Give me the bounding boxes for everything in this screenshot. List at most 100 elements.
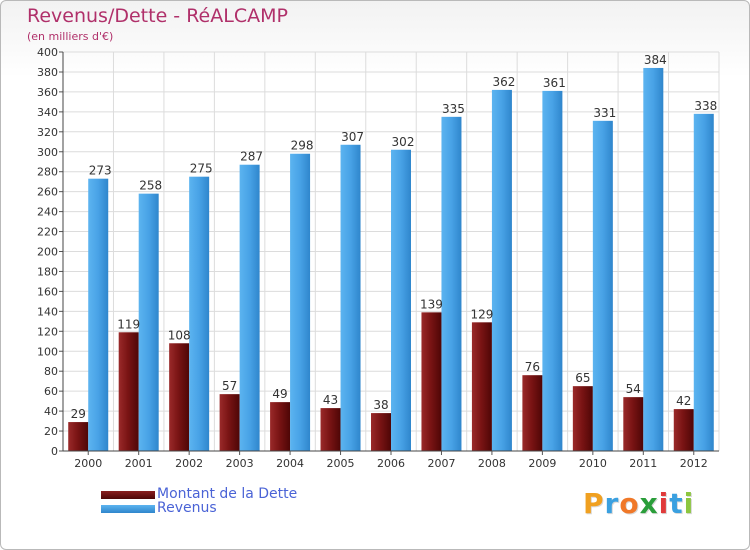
bar-revenus-2009 <box>542 90 563 451</box>
data-label-dette-2011: 54 <box>626 382 641 396</box>
bar-revenus-2010 <box>592 120 613 451</box>
xtick-label-2012: 2012 <box>680 457 708 470</box>
data-label-dette-2012: 42 <box>676 394 691 408</box>
chart-title: Revenus/Dette - RéALCAMP <box>27 5 288 27</box>
data-label-dette-2009: 76 <box>525 360 540 374</box>
ytick-label-180: 180 <box>37 265 58 278</box>
data-label-revenus-2005: 307 <box>341 130 364 144</box>
ytick-label-20: 20 <box>44 425 58 438</box>
bar-dette-2007 <box>421 312 442 451</box>
ytick-label-60: 60 <box>44 385 58 398</box>
bar-revenus-2011 <box>643 67 664 452</box>
logo-letter: o <box>619 487 640 520</box>
ytick-label-140: 140 <box>37 305 58 318</box>
ytick-label-360: 360 <box>37 86 58 99</box>
bar-dette-2009 <box>522 375 543 451</box>
data-label-revenus-2001: 258 <box>139 179 162 193</box>
logo-letter: P <box>583 487 605 520</box>
logo-letter: x <box>639 487 659 520</box>
ytick-label-240: 240 <box>37 206 58 219</box>
bar-dette-2003 <box>219 394 240 451</box>
data-label-dette-2005: 43 <box>323 393 338 407</box>
data-label-dette-2007: 139 <box>420 297 443 311</box>
bar-dette-2005 <box>320 408 341 451</box>
xtick-label-2001: 2001 <box>125 457 153 470</box>
data-label-revenus-2008: 362 <box>492 75 515 89</box>
bar-revenus-2002 <box>189 176 210 451</box>
bar-dette-2012 <box>673 409 694 451</box>
bar-dette-2004 <box>270 402 291 451</box>
bar-dette-2010 <box>572 386 593 451</box>
ytick-label-40: 40 <box>44 405 58 418</box>
ytick-label-260: 260 <box>37 186 58 199</box>
xtick-label-2008: 2008 <box>478 457 506 470</box>
legend-swatch-dette <box>101 491 155 499</box>
bar-revenus-2001 <box>138 193 159 451</box>
xtick-label-2011: 2011 <box>629 457 657 470</box>
proxiti-logo: Proxiti <box>583 487 694 520</box>
data-label-dette-2006: 38 <box>373 398 388 412</box>
data-label-dette-2001: 119 <box>117 317 140 331</box>
data-label-dette-2010: 65 <box>575 371 590 385</box>
ytick-label-120: 120 <box>37 325 58 338</box>
ytick-label-380: 380 <box>37 66 58 79</box>
ytick-label-160: 160 <box>37 285 58 298</box>
data-label-dette-2008: 129 <box>470 307 493 321</box>
xtick-label-2009: 2009 <box>528 457 556 470</box>
axis-layer: 0 20 40 60 80 100 120 140 160 180 200 220 240 260 280 3… <box>37 46 719 470</box>
logo-letter: t <box>669 487 684 520</box>
bar-revenus-2000 <box>88 178 109 451</box>
ytick-label-300: 300 <box>37 146 58 159</box>
legend-swatch-revenus <box>101 505 155 513</box>
data-label-revenus-2000: 273 <box>89 164 112 178</box>
xtick-label-2004: 2004 <box>276 457 304 470</box>
data-label-revenus-2006: 302 <box>392 135 415 149</box>
data-label-revenus-2009: 361 <box>543 76 566 90</box>
data-label-revenus-2007: 335 <box>442 102 465 116</box>
data-label-revenus-2012: 338 <box>694 99 717 113</box>
bar-dette-2002 <box>169 343 190 451</box>
ytick-label-280: 280 <box>37 166 58 179</box>
bar-dette-2006 <box>371 413 391 451</box>
ytick-label-320: 320 <box>37 126 58 139</box>
bar-revenus-2003 <box>239 164 260 451</box>
xtick-label-2000: 2000 <box>74 457 102 470</box>
bar-revenus-2012 <box>693 113 714 451</box>
bar-revenus-2008 <box>491 89 512 451</box>
ytick-label-400: 400 <box>37 46 58 59</box>
data-label-dette-2000: 29 <box>71 407 86 421</box>
chart-subtitle: (en milliers d'€) <box>27 30 114 43</box>
bar-dette-2001 <box>118 332 139 451</box>
ytick-label-220: 220 <box>37 226 58 239</box>
bar-revenus-2005 <box>340 144 361 451</box>
ytick-label-0: 0 <box>51 445 58 458</box>
bar-dette-2011 <box>623 397 644 451</box>
bar-revenus-2006 <box>391 149 411 451</box>
data-label-revenus-2003: 287 <box>240 150 263 164</box>
xtick-label-2002: 2002 <box>175 457 203 470</box>
logo-letter: i <box>658 487 670 520</box>
bars-layer <box>68 67 714 452</box>
data-label-revenus-2004: 298 <box>291 139 314 153</box>
data-label-dette-2002: 108 <box>168 328 191 342</box>
ytick-label-80: 80 <box>44 365 58 378</box>
bar-dette-2008 <box>471 322 492 451</box>
legend-label-dette: Montant de la Dette <box>157 486 298 502</box>
xtick-label-2006: 2006 <box>377 457 405 470</box>
data-label-dette-2003: 57 <box>222 379 237 393</box>
data-label-revenus-2010: 331 <box>593 106 616 120</box>
xtick-label-2005: 2005 <box>327 457 355 470</box>
bar-dette-2000 <box>68 422 89 451</box>
data-label-dette-2004: 49 <box>272 387 287 401</box>
ytick-label-100: 100 <box>37 345 58 358</box>
logo-letter: i <box>683 487 695 520</box>
labels-layer: 29 273 119 258 108 275 57 287 49 298 43 307 38 302 139… <box>71 53 718 421</box>
ytick-label-200: 200 <box>37 246 58 259</box>
logo-letter: r <box>604 487 620 520</box>
xtick-label-2007: 2007 <box>427 457 455 470</box>
xtick-label-2010: 2010 <box>579 457 607 470</box>
bar-revenus-2007 <box>441 116 462 452</box>
xtick-label-2003: 2003 <box>226 457 254 470</box>
